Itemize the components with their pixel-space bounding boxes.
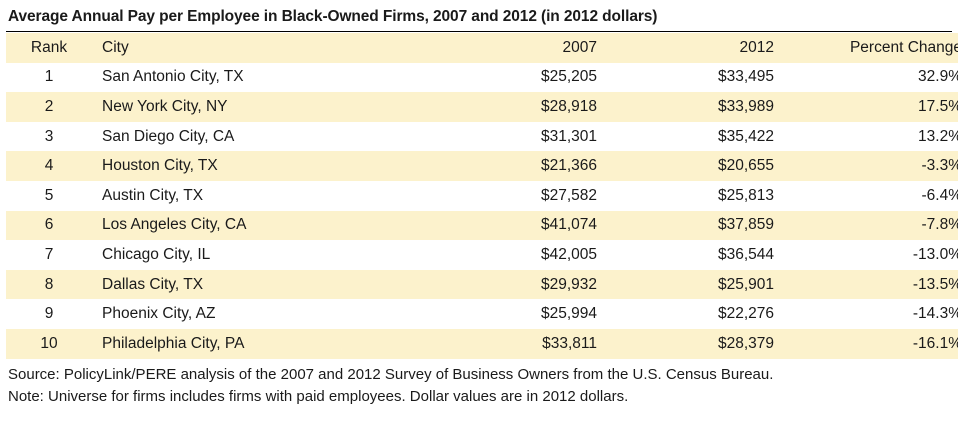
cell-2012: $33,989: [597, 92, 774, 122]
header-2012: 2012: [597, 33, 774, 63]
cell-2012: $33,495: [717, 68, 774, 86]
table-row: 3 San Diego City, CA $31,301 $35,422 13.…: [6, 122, 958, 152]
cell-2007: $33,811: [392, 328, 597, 359]
cell-rank: 1: [44, 68, 54, 86]
table-row: 9 Phoenix City, AZ $25,994 $22,276 -14.3…: [6, 299, 958, 329]
cell-city: New York City, NY: [92, 92, 392, 122]
cell-city: Phoenix City, AZ: [102, 305, 216, 323]
header-percent-change: Percent Change: [774, 33, 958, 63]
title-divider: [6, 31, 952, 32]
cell-2007: $27,582: [540, 186, 597, 204]
cell-2007: $28,918: [392, 92, 597, 122]
cell-city: Chicago City, IL: [102, 245, 211, 263]
table-row: 8 Dallas City, TX $29,932 $25,901 -13.5%: [6, 269, 958, 300]
header-2007: 2007: [392, 33, 597, 63]
table-row: 1 San Antonio City, TX $25,205 $33,495 3…: [6, 63, 958, 93]
source-note: Source: PolicyLink/PERE analysis of the …: [8, 366, 774, 383]
cell-percent-change: 17.5%: [774, 92, 958, 122]
cell-2012: $25,901: [597, 269, 774, 300]
cell-2007: $21,366: [392, 151, 597, 181]
cell-city: San Diego City, CA: [102, 127, 235, 145]
cell-2012: $35,422: [717, 127, 774, 145]
table-row: 10 Philadelphia City, PA $33,811 $28,379…: [6, 328, 958, 359]
cell-city: Philadelphia City, PA: [92, 328, 392, 359]
cell-2007: $41,074: [392, 210, 597, 241]
header-city: City: [92, 33, 392, 63]
cell-city: San Antonio City, TX: [102, 68, 244, 86]
cell-rank: 5: [44, 186, 54, 204]
cell-percent-change: -6.4%: [921, 186, 958, 204]
footnotes: Source: PolicyLink/PERE analysis of the …: [8, 364, 773, 408]
cell-rank: 3: [44, 127, 54, 145]
cell-2007: $42,005: [540, 245, 597, 263]
cell-rank: 4: [6, 151, 92, 181]
cell-rank: 7: [44, 245, 54, 263]
cell-percent-change: -7.8%: [774, 210, 958, 241]
table-row: 5 Austin City, TX $27,582 $25,813 -6.4%: [6, 181, 958, 211]
cell-city: Houston City, TX: [92, 151, 392, 181]
cell-2007: $25,205: [540, 68, 597, 86]
table-row: 2 New York City, NY $28,918 $33,989 17.5…: [6, 92, 958, 122]
cell-rank: 6: [6, 210, 92, 241]
cell-percent-change: 32.9%: [918, 68, 958, 86]
cell-2012: $37,859: [597, 210, 774, 241]
table-row: 7 Chicago City, IL $42,005 $36,544 -13.0…: [6, 240, 958, 270]
cell-2012: $22,276: [717, 305, 774, 323]
cell-2007: $31,301: [540, 127, 597, 145]
cell-rank: 9: [44, 305, 54, 323]
table-row: 6 Los Angeles City, CA $41,074 $37,859 -…: [6, 210, 958, 241]
cell-rank: 2: [6, 92, 92, 122]
cell-city: Dallas City, TX: [92, 269, 392, 300]
cell-city: Los Angeles City, CA: [92, 210, 392, 241]
cell-percent-change: -3.3%: [774, 151, 958, 181]
table-row: 4 Houston City, TX $21,366 $20,655 -3.3%: [6, 151, 958, 181]
cell-percent-change: -16.1%: [774, 328, 958, 359]
header-rank: Rank: [6, 33, 92, 63]
cell-rank: 10: [6, 328, 92, 359]
cell-2007: $29,932: [392, 269, 597, 300]
cell-2012: $28,379: [597, 328, 774, 359]
table-header-row: Rank City 2007 2012 Percent Change: [6, 33, 958, 63]
cell-city: Austin City, TX: [102, 186, 204, 204]
cell-2012: $36,544: [717, 245, 774, 263]
table-title: Average Annual Pay per Employee in Black…: [8, 8, 658, 25]
cell-percent-change: -13.5%: [774, 269, 958, 300]
pay-table: Rank City 2007 2012 Percent Change 1 San…: [6, 33, 958, 359]
cell-2012: $25,813: [717, 186, 774, 204]
cell-percent-change: -14.3%: [912, 305, 958, 323]
cell-2012: $20,655: [597, 151, 774, 181]
cell-percent-change: 13.2%: [918, 127, 958, 145]
cell-2007: $25,994: [540, 305, 597, 323]
universe-note: Note: Universe for firms includes firms …: [8, 388, 629, 405]
cell-percent-change: -13.0%: [912, 245, 958, 263]
cell-rank: 8: [6, 269, 92, 300]
